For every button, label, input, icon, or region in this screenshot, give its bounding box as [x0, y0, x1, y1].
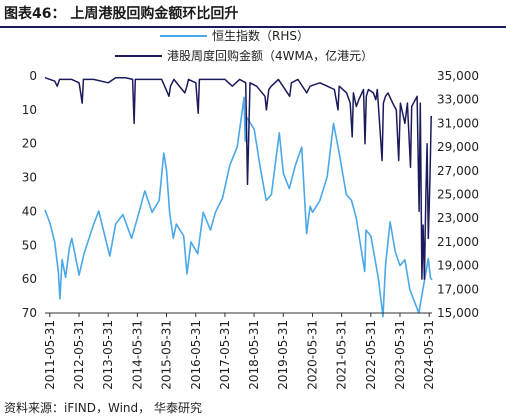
left-axis: 0 10 20 30 40 50 60 70	[22, 69, 37, 320]
x-tick-label: 2015-05-31	[160, 320, 174, 390]
x-tick-label: 2019-05-31	[276, 320, 290, 390]
right-tick-label: 29,000	[437, 140, 479, 154]
right-tick-label: 15,000	[437, 306, 479, 320]
right-tick-label: 35,000	[437, 69, 479, 83]
legend-label-rhs: 恒生指数（RHS）	[212, 28, 309, 43]
series-line-rhs	[44, 96, 433, 318]
x-tick-label: 2023-05-31	[393, 320, 407, 390]
right-tick-label: 25,000	[437, 188, 479, 202]
left-tick-label: 40	[22, 204, 37, 218]
right-tick-label: 23,000	[437, 211, 479, 225]
right-tick-label: 31,000	[437, 116, 479, 130]
left-tick-label: 0	[29, 69, 37, 83]
x-tick-label: 2021-05-31	[335, 320, 349, 390]
right-axis: 15,000 17,000 19,000 21,000 23,000 25,000 27,0…	[437, 69, 479, 320]
left-tick-label: 10	[22, 103, 37, 117]
right-tick-label: 17,000	[437, 282, 479, 296]
x-tick-label: 2024-05-31	[422, 320, 436, 390]
right-tick-label: 33,000	[437, 93, 479, 107]
series-line-lhs	[44, 76, 432, 280]
left-tick-label: 60	[22, 272, 37, 286]
x-tick-label: 2013-05-31	[101, 320, 115, 390]
x-tick-label: 2011-05-31	[43, 320, 57, 390]
x-tick-label: 2022-05-31	[364, 320, 378, 390]
x-tick-label: 2017-05-31	[218, 320, 232, 390]
legend-label-lhs: 港股周度回购金额（4WMA，亿港元）	[167, 48, 373, 63]
x-tick-label: 2018-05-31	[247, 320, 261, 390]
right-tick-label: 21,000	[437, 235, 479, 249]
x-tick-label: 2020-05-31	[305, 320, 319, 390]
title-divider	[0, 26, 506, 28]
x-tick-label: 2014-05-31	[130, 320, 144, 390]
figure-title: 图表46： 上周港股回购金额环比回升	[4, 6, 239, 22]
left-tick-label: 20	[22, 137, 37, 151]
x-axis: 2011-05-31 2012-05-31 2013-05-31 2014-05-31…	[43, 313, 436, 390]
right-tick-label: 19,000	[437, 259, 479, 273]
x-tick-label: 2016-05-31	[189, 320, 203, 390]
left-tick-label: 50	[22, 238, 37, 252]
right-tick-label: 27,000	[437, 164, 479, 178]
x-tick-label: 2012-05-31	[72, 320, 86, 390]
chart-legend: 恒生指数（RHS） 港股周度回购金额（4WMA，亿港元）	[115, 28, 373, 63]
left-tick-label: 30	[22, 171, 37, 185]
left-tick-label: 70	[22, 306, 37, 320]
source-note: 资料来源：iFIND，Wind， 华泰研究	[4, 401, 202, 415]
series-layer	[44, 76, 433, 318]
